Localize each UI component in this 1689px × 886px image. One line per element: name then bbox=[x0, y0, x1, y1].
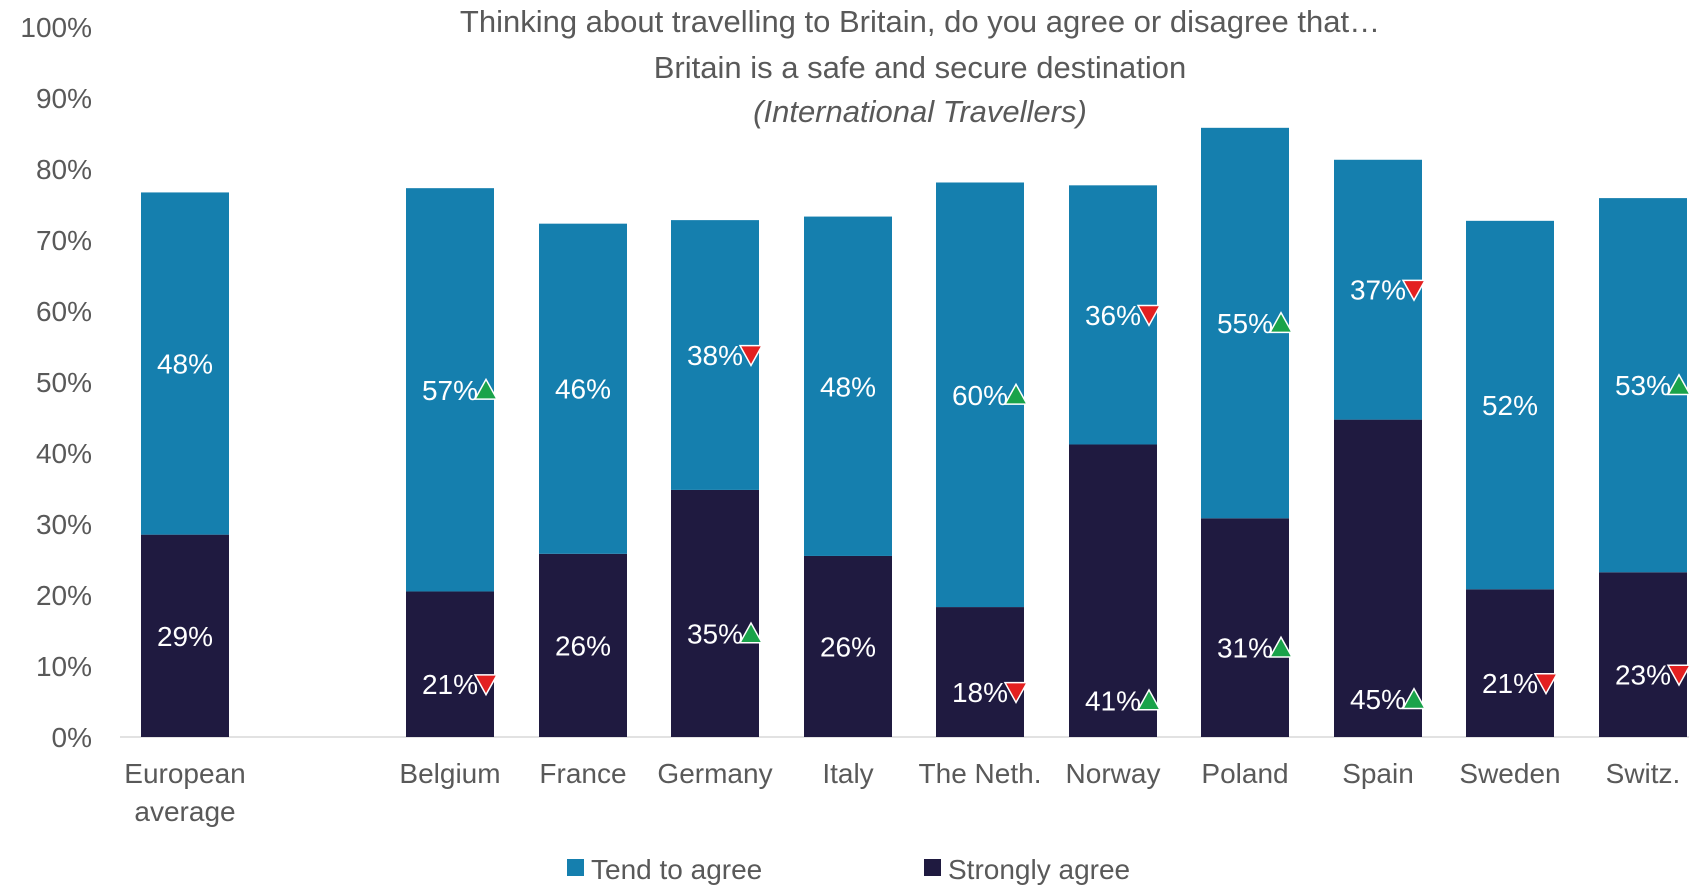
bars-group: 29% 48% 21% 57% 26% 46% 35% 38% 26% 48% 18% 60% 41% 3… bbox=[141, 127, 1689, 737]
bar-segment-tend-to-agree bbox=[539, 223, 627, 554]
y-tick-label: 100% bbox=[20, 12, 92, 43]
data-label: 35% bbox=[687, 618, 743, 649]
decrease-marker-icon bbox=[1401, 279, 1427, 302]
data-label: 18% bbox=[952, 677, 1008, 708]
chart-note: (International Travellers) bbox=[753, 94, 1087, 129]
decrease-marker-icon bbox=[1003, 681, 1029, 705]
data-label: 60% bbox=[952, 380, 1008, 411]
legend-swatch-strongly-agree bbox=[924, 859, 941, 876]
x-category-label: Germany bbox=[657, 758, 772, 789]
chart-title: Thinking about travelling to Britain, do… bbox=[460, 4, 1380, 39]
bar-segment-tend-to-agree bbox=[1201, 127, 1289, 519]
bar-segment-tend-to-agree bbox=[141, 192, 229, 535]
data-label: 41% bbox=[1085, 685, 1141, 716]
bar-segment-strongly-agree bbox=[936, 607, 1024, 737]
x-category-label: Switz. bbox=[1606, 758, 1681, 789]
increase-marker-icon bbox=[1666, 373, 1689, 396]
y-tick-label: 70% bbox=[36, 225, 92, 256]
data-label: 37% bbox=[1350, 275, 1406, 306]
increase-marker-icon bbox=[738, 621, 764, 644]
y-tick-label: 40% bbox=[36, 438, 92, 469]
y-tick-label: 10% bbox=[36, 651, 92, 682]
data-label: 23% bbox=[1615, 660, 1671, 691]
data-label: 29% bbox=[157, 621, 213, 652]
bar-segment-strongly-agree bbox=[671, 489, 759, 737]
y-tick-label: 20% bbox=[36, 580, 92, 611]
data-label: 46% bbox=[555, 374, 611, 405]
data-label: 45% bbox=[1350, 684, 1406, 715]
data-label: 21% bbox=[1482, 668, 1538, 699]
data-label: 26% bbox=[555, 630, 611, 661]
y-tick-label: 50% bbox=[36, 367, 92, 398]
x-category-label: Norway bbox=[1066, 758, 1161, 789]
bar-segment-tend-to-agree bbox=[1334, 159, 1422, 420]
y-axis: 0% 10% 20% 30% 40% 50% 60% 70% 80% 90% 100% bbox=[20, 12, 92, 753]
legend-label-strongly-agree: Strongly agree bbox=[948, 854, 1130, 885]
bar-segment-tend-to-agree bbox=[1599, 198, 1687, 573]
data-label: 53% bbox=[1615, 370, 1671, 401]
bar-segment-tend-to-agree bbox=[1466, 220, 1554, 590]
x-category-label: average bbox=[134, 796, 235, 827]
increase-marker-icon bbox=[473, 377, 499, 400]
bar-segment-strongly-agree bbox=[406, 591, 494, 737]
bar-segment-tend-to-agree bbox=[1069, 185, 1157, 445]
legend-label-tend-to-agree: Tend to agree bbox=[591, 854, 762, 885]
increase-marker-icon bbox=[1401, 687, 1427, 710]
data-label: 48% bbox=[820, 371, 876, 402]
decrease-marker-icon bbox=[738, 344, 764, 368]
data-label: 52% bbox=[1482, 390, 1538, 421]
x-category-label: Belgium bbox=[399, 758, 500, 789]
bar-segment-strongly-agree bbox=[1069, 444, 1157, 737]
y-tick-label: 0% bbox=[52, 722, 92, 753]
y-tick-label: 60% bbox=[36, 296, 92, 327]
bar-segment-tend-to-agree bbox=[804, 216, 892, 556]
decrease-marker-icon bbox=[1136, 304, 1162, 327]
bar-segment-strongly-agree bbox=[804, 555, 892, 737]
increase-marker-icon bbox=[1136, 688, 1162, 711]
x-category-label: European bbox=[124, 758, 245, 789]
data-label: 48% bbox=[157, 349, 213, 380]
increase-marker-icon bbox=[1003, 382, 1029, 405]
data-label: 38% bbox=[687, 340, 743, 371]
x-category-label: Poland bbox=[1201, 758, 1288, 789]
x-category-label: Sweden bbox=[1459, 758, 1560, 789]
bar-segment-tend-to-agree bbox=[936, 182, 1024, 608]
y-tick-label: 30% bbox=[36, 509, 92, 540]
increase-marker-icon bbox=[1268, 635, 1294, 658]
bar-segment-strongly-agree bbox=[1334, 419, 1422, 737]
x-category-label: Spain bbox=[1342, 758, 1414, 789]
bar-segment-strongly-agree bbox=[1201, 518, 1289, 737]
decrease-marker-icon bbox=[1533, 673, 1559, 696]
data-label: 31% bbox=[1217, 633, 1273, 664]
data-label: 26% bbox=[820, 631, 876, 662]
y-tick-label: 90% bbox=[36, 83, 92, 114]
legend: Tend to agree Strongly agree bbox=[567, 854, 1130, 885]
bar-segment-strongly-agree bbox=[1599, 572, 1687, 737]
x-category-label: The Neth. bbox=[919, 758, 1042, 789]
x-category-label: Italy bbox=[822, 758, 873, 789]
decrease-marker-icon bbox=[473, 674, 499, 697]
increase-marker-icon bbox=[1268, 311, 1294, 334]
data-label: 21% bbox=[422, 669, 478, 700]
x-category-label: France bbox=[539, 758, 626, 789]
data-label: 57% bbox=[422, 375, 478, 406]
x-axis: European average Belgium France Germany Italy… bbox=[124, 758, 1680, 827]
decrease-marker-icon bbox=[1666, 664, 1689, 687]
data-label: 55% bbox=[1217, 308, 1273, 339]
legend-swatch-tend-to-agree bbox=[567, 859, 584, 876]
bar-segment-strongly-agree bbox=[1466, 589, 1554, 737]
y-tick-label: 80% bbox=[36, 154, 92, 185]
bar-segment-strongly-agree bbox=[141, 534, 229, 737]
chart-subtitle: Britain is a safe and secure destination bbox=[654, 50, 1186, 85]
data-label: 36% bbox=[1085, 300, 1141, 331]
bar-segment-strongly-agree bbox=[539, 553, 627, 737]
bar-segment-tend-to-agree bbox=[671, 220, 759, 490]
bar-segment-tend-to-agree bbox=[406, 188, 494, 592]
